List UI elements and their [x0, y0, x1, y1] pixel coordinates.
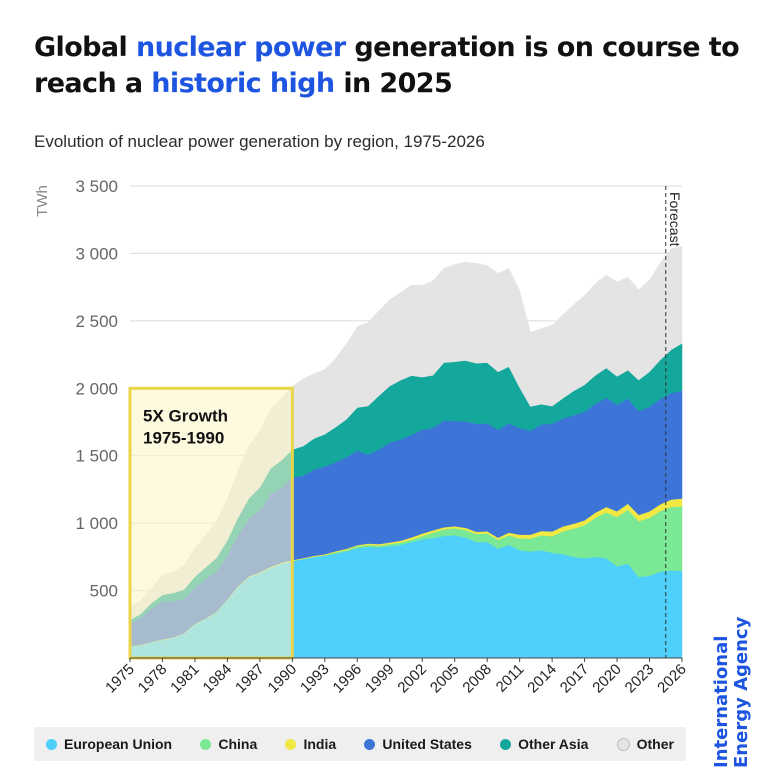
annotation-line-1: 5X Growth	[143, 406, 228, 425]
x-tick-label: 1990	[265, 661, 301, 697]
legend-label: European Union	[64, 736, 173, 752]
title-highlight-historic-high: historic high	[151, 68, 335, 99]
y-tick-label: 1 000	[75, 514, 118, 533]
x-tick-label: 2005	[427, 661, 463, 697]
x-tick-label: 2002	[394, 661, 430, 697]
legend-label: Other Asia	[518, 736, 589, 752]
legend: European Union China India United States Oth…	[34, 727, 686, 761]
logo-line-2: Energy Agency	[731, 616, 752, 768]
x-tick-label: 1981	[167, 661, 203, 697]
chart-subtitle: Evolution of nuclear power generation by…	[34, 132, 485, 151]
x-tick-label: 1987	[232, 661, 268, 697]
stacked-area-chart: 5X Growth 1975-1990 Forecast 500 1 000 1 500…	[34, 177, 690, 697]
annotation-layer: 5X Growth 1975-1990 Forecast	[128, 186, 683, 660]
title-text: in 2025	[334, 68, 453, 99]
legend-swatch	[616, 737, 630, 751]
x-tick-label: 2014	[524, 661, 560, 697]
legend-item: Other Asia	[500, 736, 588, 752]
x-tick-label: 1975	[102, 661, 138, 697]
legend-item: China	[200, 736, 257, 752]
title-text: generation is on course to reach a	[34, 32, 740, 99]
x-tick-label: 1984	[200, 661, 236, 697]
highlight-box	[128, 386, 294, 660]
title-text: Global	[34, 32, 136, 63]
y-tick-label: 2 000	[75, 379, 118, 398]
y-tick-label: 3 000	[75, 244, 118, 263]
y-tick-label: 3 500	[75, 177, 118, 196]
x-tick-label: 2020	[589, 661, 625, 697]
x-tick-label: 2011	[493, 661, 528, 696]
legend-item: European Union	[46, 736, 172, 752]
x-tick-label: 1993	[297, 661, 333, 697]
y-tick-label: 2 500	[75, 312, 118, 331]
title-highlight-nuclear-power: nuclear power	[135, 32, 346, 63]
x-tick-label: 1978	[135, 661, 171, 697]
iea-logo: International Energy Agency	[711, 588, 752, 768]
x-tick-label: 1999	[362, 661, 398, 697]
legend-label: China	[218, 736, 258, 752]
legend-swatch	[500, 738, 512, 750]
chart-title: Global nuclear power generation is on co…	[34, 30, 754, 102]
legend-item: India	[285, 736, 336, 752]
forecast-label: Forecast	[667, 192, 683, 247]
x-tick-label: 2026	[654, 661, 690, 697]
logo-line-1: International	[711, 635, 732, 768]
y-axis-label: TWh	[34, 185, 51, 217]
legend-label: Other	[636, 736, 674, 752]
y-tick-label: 1 500	[75, 447, 118, 466]
x-tick-label: 2008	[459, 661, 495, 697]
legend-swatch	[46, 738, 57, 750]
annotation-line-2: 1975-1990	[143, 428, 224, 447]
area-other	[129, 245, 683, 621]
legend-label: United States	[382, 736, 472, 752]
x-tick-label: 1996	[330, 661, 366, 697]
legend-swatch	[200, 738, 212, 750]
y-tick-label: 500	[90, 582, 118, 601]
legend-item: Other	[616, 736, 674, 752]
legend-item: United States	[364, 736, 472, 752]
legend-swatch	[285, 738, 297, 750]
legend-swatch	[364, 738, 376, 750]
legend-label: India	[303, 736, 337, 752]
x-tick-label: 2023	[622, 661, 658, 697]
x-tick-label: 2017	[557, 661, 593, 697]
